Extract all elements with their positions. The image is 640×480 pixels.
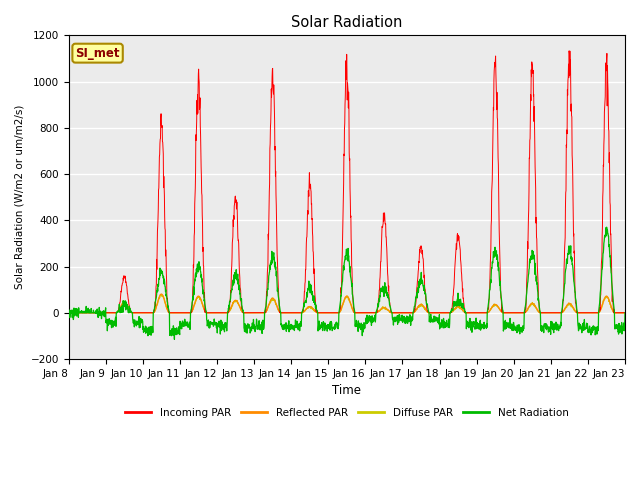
Y-axis label: Solar Radiation (W/m2 or um/m2/s): Solar Radiation (W/m2 or um/m2/s) [15,105,25,289]
Text: SI_met: SI_met [76,47,120,60]
Legend: Incoming PAR, Reflected PAR, Diffuse PAR, Net Radiation: Incoming PAR, Reflected PAR, Diffuse PAR… [121,403,573,422]
X-axis label: Time: Time [332,384,362,397]
Title: Solar Radiation: Solar Radiation [291,15,403,30]
